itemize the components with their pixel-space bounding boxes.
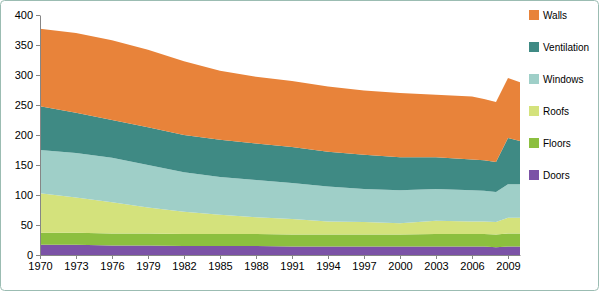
tick-mark: [36, 105, 40, 106]
tick-mark: [436, 255, 437, 259]
tick-mark: [220, 255, 221, 259]
area: [40, 233, 520, 247]
tick-mark: [364, 255, 365, 259]
tick-label: 350: [15, 39, 33, 51]
legend-swatch: [529, 106, 539, 116]
legend-swatch: [529, 138, 539, 148]
legend-label: Doors: [543, 170, 570, 181]
tick-mark: [292, 255, 293, 259]
legend-label: Floors: [543, 138, 571, 149]
frame: [1, 1, 599, 291]
tick: 400: [15, 9, 40, 21]
tick-label: 200: [15, 129, 33, 141]
tick-label: 2009: [496, 260, 520, 272]
tick-label: 1982: [172, 260, 196, 272]
legend-swatch: [529, 170, 539, 180]
legend-swatch: [529, 42, 539, 52]
tick-mark: [76, 255, 77, 259]
axis-line: [40, 16, 41, 256]
tick-mark: [36, 225, 40, 226]
area: [40, 29, 520, 162]
tick-mark: [36, 15, 40, 16]
tick: 100: [15, 189, 40, 201]
tick: 1988: [244, 255, 268, 272]
tick-mark: [36, 45, 40, 46]
tick-label: 1988: [244, 260, 268, 272]
tick-label: 50: [21, 219, 33, 231]
tick: 150: [15, 159, 40, 171]
tick: 1982: [172, 255, 196, 272]
tick-label: 100: [15, 189, 33, 201]
tick-label: 1985: [208, 260, 232, 272]
tick: 1970: [28, 255, 52, 272]
tick: 1976: [100, 255, 124, 272]
legend-label: Ventilation: [543, 42, 589, 53]
tick: 1991: [280, 255, 304, 272]
tick-label: 1973: [64, 260, 88, 272]
tick-label: 2006: [460, 260, 484, 272]
tick-label: 1991: [280, 260, 304, 272]
tick-mark: [328, 255, 329, 259]
tick: 2009: [496, 255, 520, 272]
tick-mark: [148, 255, 149, 259]
tick-label: 1970: [28, 260, 52, 272]
legend-label: Roofs: [543, 106, 569, 117]
y-axis: 050100150200250300350400: [15, 9, 41, 261]
legend-label: Walls: [543, 10, 567, 21]
tick-mark: [36, 195, 40, 196]
tick-mark: [508, 255, 509, 259]
tick: 1997: [352, 255, 376, 272]
tick-mark: [36, 165, 40, 166]
tick-label: 250: [15, 99, 33, 111]
tick-mark: [36, 255, 40, 256]
tick-mark: [40, 255, 41, 259]
tick: 1985: [208, 255, 232, 272]
tick: 200: [15, 129, 40, 141]
legend: Walls Ventilation Windows Roofs Floors Doors: [529, 10, 589, 181]
x-axis: 1970 1973 1976 1979 1982 1985 1988 1991 1994 1997…: [28, 255, 520, 272]
plot-area: [40, 29, 520, 255]
tick: 300: [15, 69, 40, 81]
tick: 2000: [388, 255, 412, 272]
tick-mark: [184, 255, 185, 259]
legend-swatch: [529, 74, 539, 84]
chart: 0501001502002503003504001970197319761979…: [0, 0, 599, 291]
tick-mark: [400, 255, 401, 259]
tick: 1979: [136, 255, 160, 272]
tick-label: 400: [15, 9, 33, 21]
legend-label: Windows: [543, 74, 584, 85]
tick: 350: [15, 39, 40, 51]
tick-label: 150: [15, 159, 33, 171]
tick-mark: [36, 135, 40, 136]
tick-mark: [256, 255, 257, 259]
tick: 2003: [424, 255, 448, 272]
tick-mark: [472, 255, 473, 259]
tick-mark: [112, 255, 113, 259]
tick-label: 1976: [100, 260, 124, 272]
tick-label: 300: [15, 69, 33, 81]
tick: 1994: [316, 255, 340, 272]
tick-label: 2003: [424, 260, 448, 272]
tick: 50: [21, 219, 40, 231]
legend-swatch: [529, 10, 539, 20]
tick-label: 1994: [316, 260, 340, 272]
tick-mark: [36, 75, 40, 76]
tick-label: 1979: [136, 260, 160, 272]
tick: 2006: [460, 255, 484, 272]
tick-label: 1997: [352, 260, 376, 272]
tick: 250: [15, 99, 40, 111]
tick: 1973: [64, 255, 88, 272]
tick-label: 2000: [388, 260, 412, 272]
